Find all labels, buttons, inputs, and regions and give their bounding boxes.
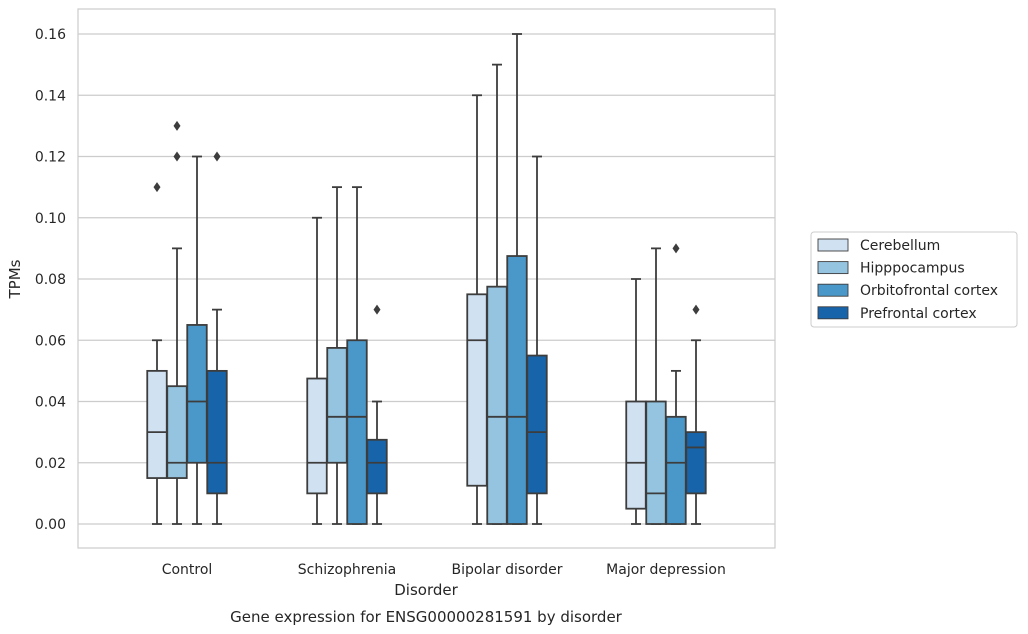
box-iqr xyxy=(206,369,228,495)
box-prefrontal-cortex xyxy=(366,304,388,525)
box-iqr xyxy=(625,400,647,510)
box-iqr xyxy=(526,354,548,495)
box-orbitofrontal-cortex xyxy=(346,186,368,525)
box-iqr xyxy=(146,369,168,479)
box-cerebellum xyxy=(306,216,328,525)
outlier-point xyxy=(213,151,221,162)
y-tick-label: 0.04 xyxy=(35,395,66,411)
box-iqr xyxy=(466,293,488,487)
box-iqr xyxy=(166,385,188,479)
outlier-point xyxy=(373,304,381,315)
outlier-point xyxy=(153,182,161,193)
legend-swatch xyxy=(817,283,849,297)
box-iqr xyxy=(506,255,528,525)
y-tick-label: 0.12 xyxy=(35,150,66,166)
outlier-point xyxy=(173,120,181,131)
y-tick-label: 0.00 xyxy=(35,517,66,533)
box-prefrontal-cortex xyxy=(206,151,228,525)
box-iqr xyxy=(366,438,388,495)
y-tick-label: 0.14 xyxy=(35,88,66,104)
box-hipppocampus xyxy=(326,186,348,525)
x-tick-label: Control xyxy=(162,562,213,578)
x-tick-labels: Control Schizophrenia Bipolar disorder Majo… xyxy=(162,562,726,578)
box-hipppocampus xyxy=(166,120,188,525)
x-axis-title: Disorder xyxy=(394,581,458,599)
y-tick-label: 0.08 xyxy=(35,272,66,288)
y-axis-title: TPMs xyxy=(6,259,24,299)
legend: Cerebellum Hipppocampus Orbitofrontal cort… xyxy=(810,231,1018,328)
x-tick-label: Major depression xyxy=(606,562,726,578)
box-iqr xyxy=(326,347,348,464)
outlier-point xyxy=(692,304,700,315)
box-iqr xyxy=(665,415,687,525)
legend-swatch xyxy=(817,306,849,320)
box-iqr xyxy=(685,431,707,495)
chart-caption: Gene expression for ENSG00000281591 by d… xyxy=(230,608,623,626)
box-hipppocampus xyxy=(645,247,667,525)
legend-label: Cerebellum xyxy=(860,238,940,254)
box-iqr xyxy=(346,339,368,525)
box-prefrontal-cortex xyxy=(526,155,548,525)
box-orbitofrontal-cortex xyxy=(186,155,208,525)
box-prefrontal-cortex xyxy=(685,304,707,525)
y-tick-label: 0.06 xyxy=(35,333,66,349)
y-tick-label: 0.02 xyxy=(35,456,66,472)
outlier-point xyxy=(173,151,181,162)
box-orbitofrontal-cortex xyxy=(665,243,687,525)
y-tick-labels: 0.00 0.02 0.04 0.06 0.08 0.10 0.12 0.14 0.16 xyxy=(35,27,66,533)
box-iqr xyxy=(306,377,328,495)
legend-swatch xyxy=(817,238,849,252)
outlier-point xyxy=(672,243,680,254)
x-tick-label: Bipolar disorder xyxy=(451,562,562,578)
x-tick-label: Schizophrenia xyxy=(298,562,396,578)
legend-label: Orbitofrontal cortex xyxy=(860,283,998,299)
legend-label: Prefrontal cortex xyxy=(860,306,977,322)
box-iqr xyxy=(486,285,508,525)
y-tick-label: 0.10 xyxy=(35,211,66,227)
legend-label: Hipppocampus xyxy=(860,261,965,277)
legend-swatch xyxy=(817,261,849,275)
box-cerebellum xyxy=(146,182,168,525)
box-series xyxy=(146,33,707,525)
box-iqr xyxy=(645,400,667,525)
legend-frame xyxy=(810,231,1018,328)
y-tick-label: 0.16 xyxy=(35,27,66,43)
box-iqr xyxy=(186,324,208,464)
